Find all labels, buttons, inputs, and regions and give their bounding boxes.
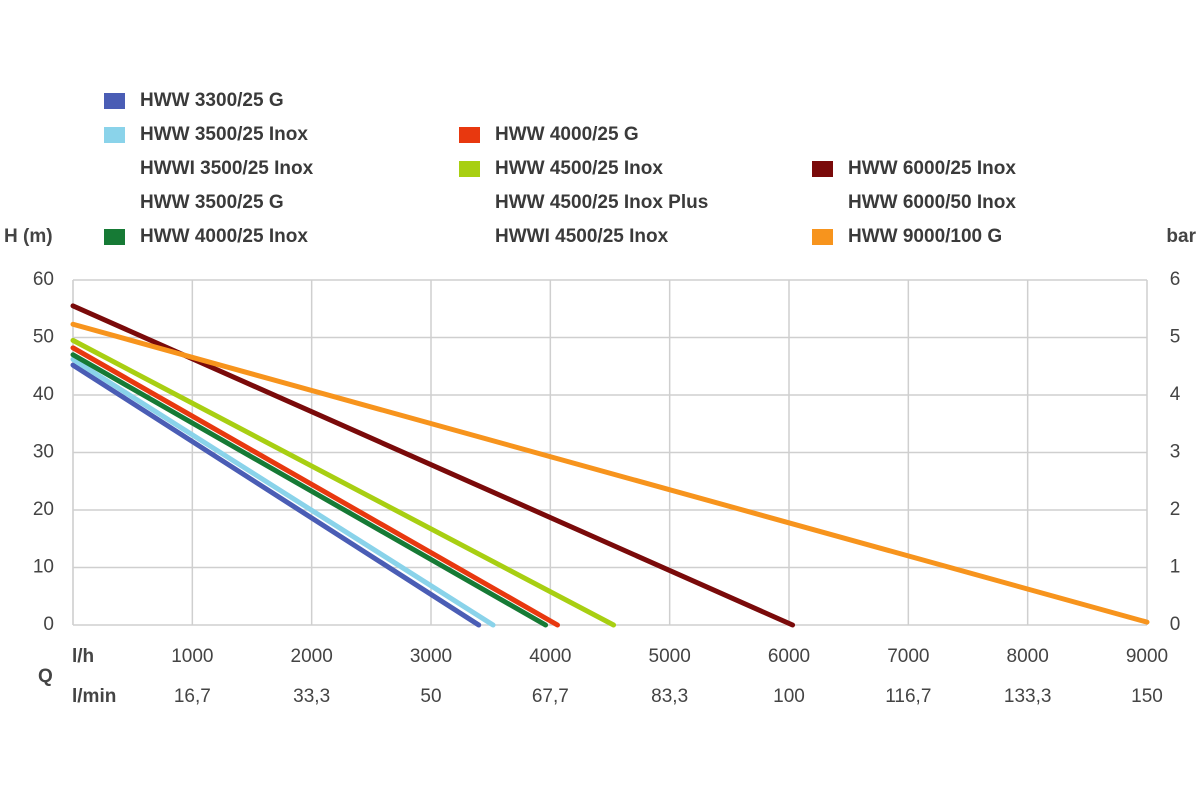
y-tick-label: 10 — [33, 557, 54, 578]
y-tick-label: 50 — [33, 327, 54, 348]
x-tick-label: 7000 — [887, 646, 929, 667]
x2-tick-label: 116,7 — [885, 686, 931, 707]
x-tick-label: 8000 — [1007, 646, 1049, 667]
x2-tick-label: 150 — [1131, 686, 1163, 707]
series-line — [70, 362, 482, 628]
x2-tick-label: 83,3 — [651, 686, 688, 707]
y2-tick-label: 6 — [1170, 269, 1181, 290]
series-line — [70, 345, 560, 628]
y-axis-label: H (m) — [4, 226, 53, 247]
y-tick-label: 20 — [33, 499, 54, 520]
y2-tick-label: 1 — [1170, 557, 1181, 578]
y2-tick-label: 3 — [1170, 442, 1181, 463]
legend-label: HWW 3500/25 G — [140, 192, 284, 213]
x-tick-label: 9000 — [1126, 646, 1168, 667]
y2-tick-label: 5 — [1170, 327, 1181, 348]
x2-tick-label: 50 — [420, 686, 441, 707]
x-tick-label: 4000 — [529, 646, 571, 667]
x-tick-label: 5000 — [649, 646, 691, 667]
legend-swatch — [459, 161, 480, 177]
y2-axis-label: bar — [1166, 226, 1196, 247]
legend-label: HWW 6000/25 Inox — [848, 158, 1016, 179]
legend-swatch — [104, 93, 125, 109]
x2-tick-label: 67,7 — [532, 686, 569, 707]
x-tick-label: 2000 — [291, 646, 333, 667]
x2-unit-label: l/min — [72, 686, 116, 707]
legend-label: HWW 3300/25 G — [140, 90, 284, 111]
x-tick-label: 1000 — [171, 646, 213, 667]
legend-label: HWWI 4500/25 Inox — [495, 226, 669, 247]
legend-label: HWW 6000/50 Inox — [848, 192, 1016, 213]
x-axis-label: Q — [38, 666, 53, 687]
x2-tick-label: 16,7 — [174, 686, 211, 707]
x2-tick-label: 133,3 — [1004, 686, 1052, 707]
legend-swatch — [459, 127, 480, 143]
y-tick-label: 40 — [33, 384, 54, 405]
x-tick-label: 3000 — [410, 646, 452, 667]
y2-tick-label: 0 — [1170, 614, 1181, 635]
legend-label: HWWI 3500/25 Inox — [140, 158, 314, 179]
x2-tick-label: 33,3 — [293, 686, 330, 707]
series-line — [70, 321, 1150, 625]
y2-tick-label: 4 — [1170, 384, 1181, 405]
series-line — [70, 337, 617, 628]
legend-label: HWW 4000/25 Inox — [140, 226, 308, 247]
y-tick-label: 60 — [33, 269, 54, 290]
legend-swatch — [104, 127, 125, 143]
legend-swatch — [812, 161, 833, 177]
legend-swatch — [104, 229, 125, 245]
legend-label: HWW 9000/100 G — [848, 226, 1002, 247]
series-line — [70, 356, 496, 628]
legend-label: HWW 4500/25 Inox Plus — [495, 192, 708, 213]
legend-label: HWW 4500/25 Inox — [495, 158, 663, 179]
x-unit-label: l/h — [72, 646, 94, 667]
x2-tick-label: 100 — [773, 686, 805, 707]
x-tick-label: 6000 — [768, 646, 810, 667]
y-tick-label: 30 — [33, 442, 54, 463]
series-line — [70, 352, 549, 628]
y2-tick-label: 2 — [1170, 499, 1181, 520]
legend-swatch — [812, 229, 833, 245]
legend-label: HWW 3500/25 Inox — [140, 124, 308, 145]
y-tick-label: 0 — [43, 614, 54, 635]
legend-label: HWW 4000/25 G — [495, 124, 639, 145]
